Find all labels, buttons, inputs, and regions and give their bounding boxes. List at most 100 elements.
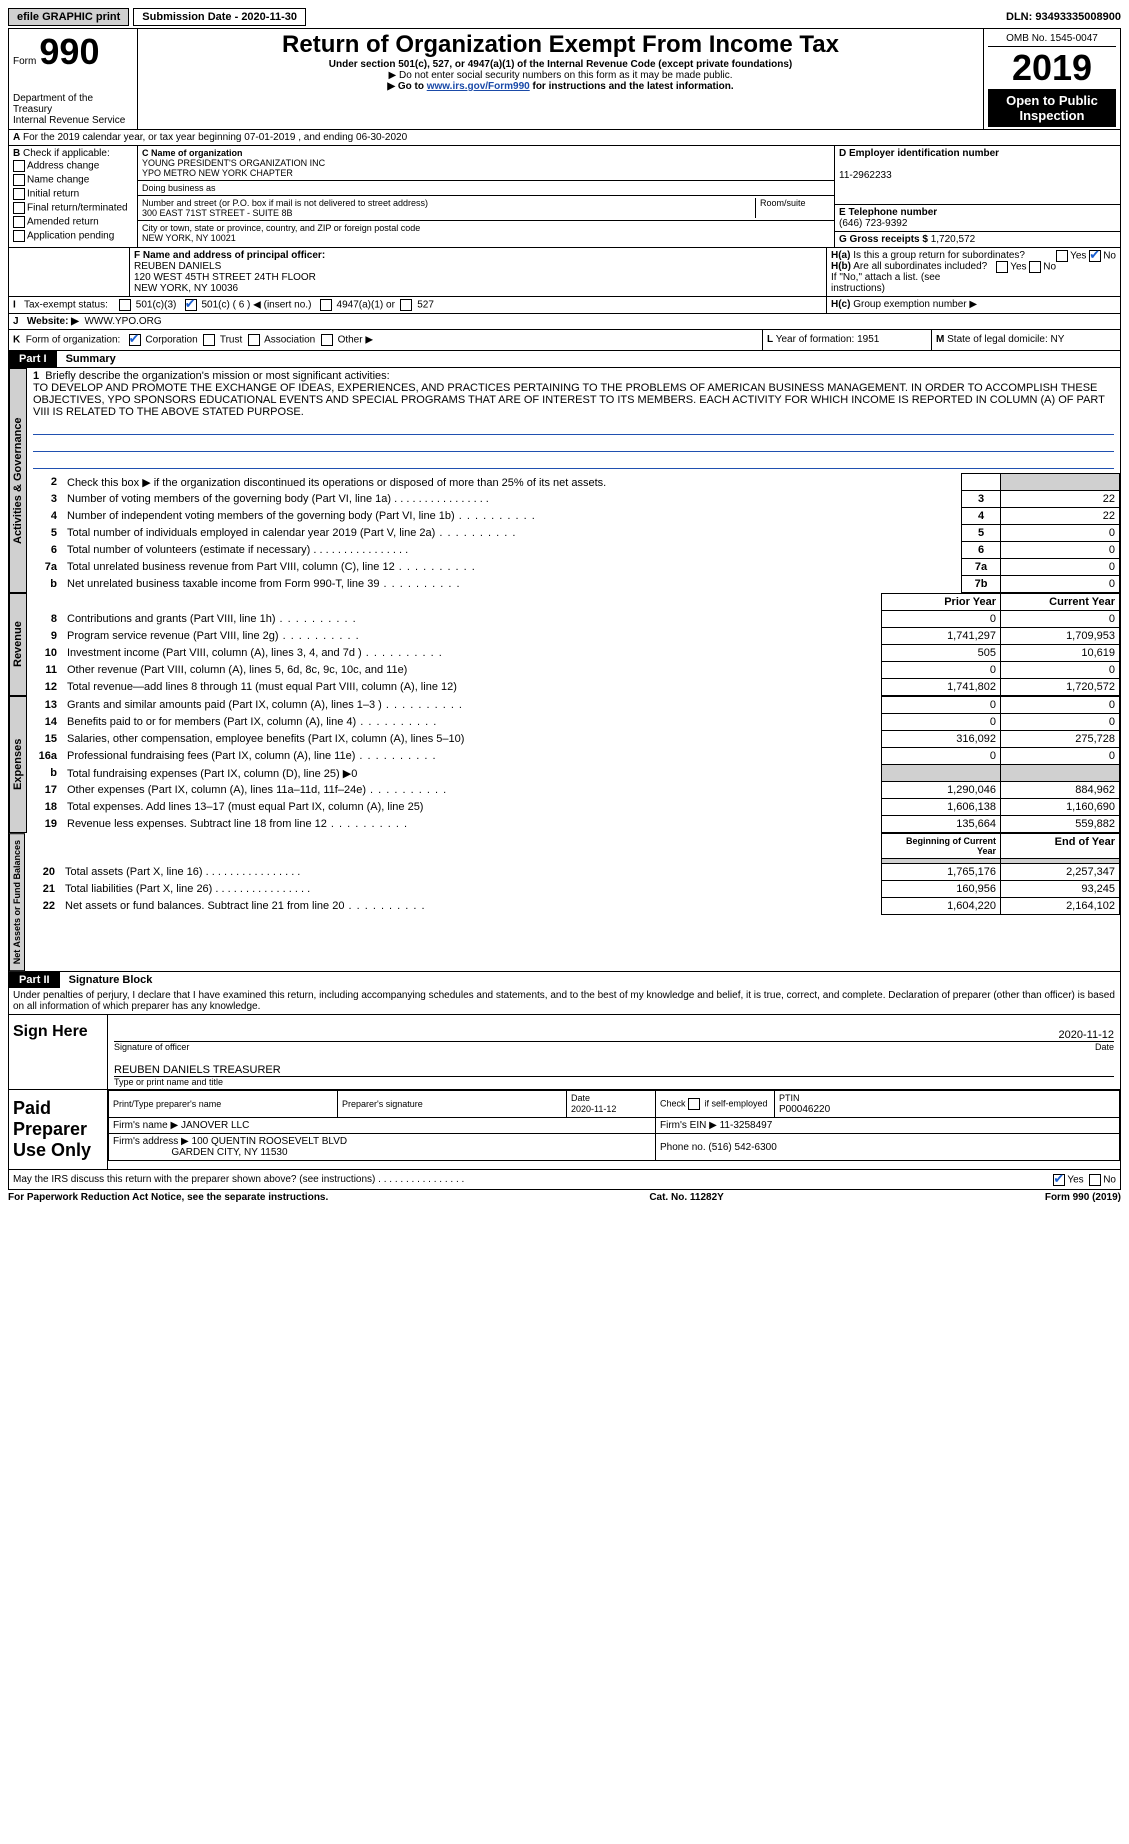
type-name-label: Type or print name and title — [114, 1077, 1114, 1087]
efile-print-btn[interactable]: efile GRAPHIC print — [8, 8, 129, 26]
cb-501c3[interactable] — [119, 299, 131, 311]
firm-addr2: GARDEN CITY, NY 11530 — [171, 1147, 287, 1158]
cb-discuss-yes[interactable] — [1053, 1174, 1065, 1186]
rev-l10: Investment income (Part VIII, column (A)… — [67, 647, 443, 659]
officer-name-title: REUBEN DANIELS TREASURER — [114, 1064, 281, 1076]
na-p21: 160,956 — [882, 881, 1001, 898]
cb-4947[interactable] — [320, 299, 332, 311]
gov-l4: Number of independent voting members of … — [67, 510, 536, 522]
gov-v5: 0 — [1001, 525, 1120, 542]
b-checkboxes: Address change Name change Initial retur… — [13, 159, 133, 243]
l-prefix: L — [767, 334, 773, 345]
submission-date: Submission Date - 2020-11-30 — [133, 8, 306, 26]
gov-v3: 22 — [1001, 491, 1120, 508]
rev-c10: 10,619 — [1001, 645, 1120, 662]
goto-post: for instructions and the latest informat… — [530, 81, 734, 92]
b-label: Check if applicable: — [23, 148, 110, 159]
cb-527[interactable] — [400, 299, 412, 311]
rev-p11: 0 — [882, 662, 1001, 679]
c-name-label: C Name of organization — [142, 148, 243, 158]
cb-self-employed[interactable] — [688, 1098, 700, 1110]
hb-yes[interactable] — [996, 261, 1008, 273]
cb-address-change[interactable]: Address change — [13, 159, 133, 173]
cb-trust[interactable] — [203, 334, 215, 346]
gov-v6: 0 — [1001, 542, 1120, 559]
cb-corporation[interactable] — [129, 334, 141, 346]
section-i: I Tax-exempt status: 501(c)(3) 501(c) ( … — [9, 296, 1120, 313]
rev-l8: Contributions and grants (Part VIII, lin… — [67, 613, 357, 625]
prep-name-label: Print/Type preparer's name — [113, 1099, 221, 1109]
rev-p12: 1,741,802 — [882, 679, 1001, 696]
j-label: Website: ▶ — [27, 316, 79, 327]
gov-l5: Total number of individuals employed in … — [67, 527, 516, 539]
na-c22: 2,164,102 — [1001, 898, 1120, 915]
na-l22: Net assets or fund balances. Subtract li… — [65, 900, 426, 912]
gov-v7b: 0 — [1001, 576, 1120, 593]
omb-number: OMB No. 1545-0047 — [988, 31, 1116, 47]
hb-note: If "No," attach a list. (see instruction… — [831, 272, 1116, 294]
open-to-public: Open to Public Inspection — [988, 89, 1116, 127]
exp-l13: Grants and similar amounts paid (Part IX… — [67, 699, 463, 711]
org-address: 300 EAST 71ST STREET - SUITE 8B — [142, 208, 293, 218]
addr-label: Number and street (or P.O. box if mail i… — [142, 198, 428, 208]
part-ii-label: Part II — [9, 972, 60, 988]
na-l20: Total assets (Part X, line 16) — [65, 866, 300, 878]
e-label: E Telephone number — [839, 207, 937, 218]
cb-discuss-no[interactable] — [1089, 1174, 1101, 1186]
cb-final-return[interactable]: Final return/terminated — [13, 201, 133, 215]
exp-c17: 884,962 — [1001, 782, 1120, 799]
exp-l17: Other expenses (Part IX, column (A), lin… — [67, 784, 447, 796]
prep-date: 2020-11-12 — [571, 1104, 616, 1114]
firm-ein: 11-3258497 — [720, 1120, 773, 1131]
col-prior: Prior Year — [882, 594, 1001, 611]
ha-no[interactable] — [1089, 250, 1101, 262]
m-label: State of legal domicile: — [947, 334, 1048, 345]
form-word: Form — [13, 56, 36, 67]
officer-addr2: NEW YORK, NY 10036 — [134, 283, 238, 294]
exp-c13: 0 — [1001, 697, 1120, 714]
prep-sig-label: Preparer's signature — [342, 1099, 423, 1109]
prep-date-label: Date — [571, 1093, 590, 1103]
gov-v7a: 0 — [1001, 559, 1120, 576]
revenue-section: Revenue Prior YearCurrent Year 8Contribu… — [9, 593, 1120, 696]
gov-l2: Check this box ▶ if the organization dis… — [67, 477, 606, 489]
goto-link[interactable]: www.irs.gov/Form990 — [427, 81, 530, 92]
irs-label: Internal Revenue Service — [13, 115, 133, 126]
line-a: A For the 2019 calendar year, or tax yea… — [9, 129, 1120, 145]
date-label: Date — [1095, 1042, 1114, 1052]
k-label: Form of organization: — [26, 335, 121, 346]
cb-501c[interactable] — [185, 299, 197, 311]
f-label: F Name and address of principal officer: — [134, 250, 325, 261]
part-ii-header: Part II Signature Block — [9, 971, 1120, 988]
irs-discuss-row: May the IRS discuss this return with the… — [9, 1169, 1120, 1189]
cb-amended-return[interactable]: Amended return — [13, 215, 133, 229]
hb-text: Are all subordinates included? — [853, 261, 987, 272]
na-p22: 1,604,220 — [882, 898, 1001, 915]
tab-expenses: Expenses — [9, 696, 27, 833]
line-a-prefix: A — [13, 132, 20, 143]
firm-name: JANOVER LLC — [181, 1120, 249, 1131]
ha-yes[interactable] — [1056, 250, 1068, 262]
cb-name-change[interactable]: Name change — [13, 173, 133, 187]
cb-application-pending[interactable]: Application pending — [13, 229, 133, 243]
cb-other[interactable] — [321, 334, 333, 346]
cb-initial-return[interactable]: Initial return — [13, 187, 133, 201]
ptin-label: PTIN — [779, 1093, 800, 1103]
sign-here-label: Sign Here — [9, 1015, 108, 1089]
rev-p10: 505 — [882, 645, 1001, 662]
part-i-label: Part I — [9, 351, 57, 367]
org-city: NEW YORK, NY 10021 — [142, 233, 236, 243]
i-prefix: I — [13, 300, 16, 311]
paid-preparer-label: Paid Preparer Use Only — [9, 1090, 108, 1169]
exp-p19: 135,664 — [882, 816, 1001, 833]
firm-phone-label: Phone no. — [660, 1142, 706, 1153]
city-label: City or town, state or province, country… — [142, 223, 420, 233]
exp-l14: Benefits paid to or for members (Part IX… — [67, 716, 437, 728]
hb-no[interactable] — [1029, 261, 1041, 273]
part-i-header: Part I Summary — [9, 350, 1120, 367]
exp-p15: 316,092 — [882, 731, 1001, 748]
na-l21: Total liabilities (Part X, line 26) — [65, 883, 310, 895]
form-subtitle: Under section 501(c), 527, or 4947(a)(1)… — [142, 59, 979, 70]
cb-association[interactable] — [248, 334, 260, 346]
hc-text: Group exemption number ▶ — [853, 299, 977, 310]
